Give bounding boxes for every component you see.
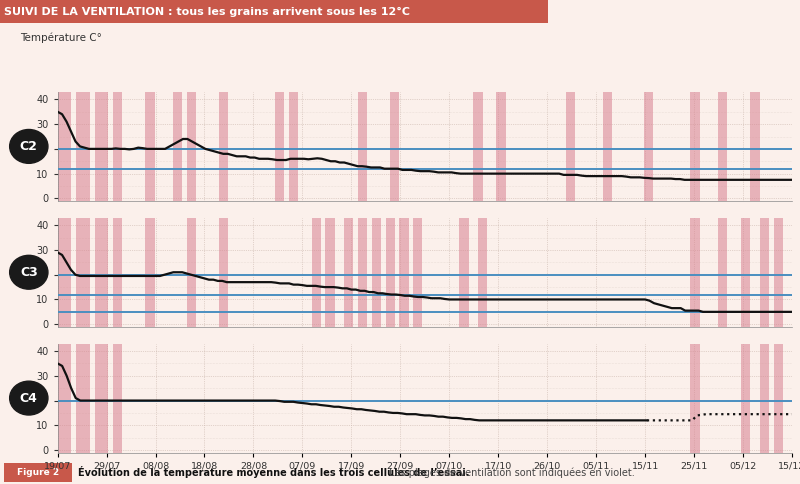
- Bar: [76, 92, 90, 201]
- Bar: [113, 218, 122, 327]
- Text: C4: C4: [20, 392, 38, 405]
- Bar: [146, 218, 154, 327]
- Bar: [774, 344, 782, 453]
- Bar: [187, 92, 196, 201]
- Bar: [76, 218, 90, 327]
- Text: Figure 2: Figure 2: [17, 468, 59, 477]
- Bar: [459, 218, 469, 327]
- Text: Les plages de ventilation sont indiquées en violet.: Les plages de ventilation sont indiquées…: [386, 467, 635, 478]
- Bar: [219, 218, 229, 327]
- Bar: [774, 218, 782, 327]
- Bar: [344, 218, 354, 327]
- Bar: [690, 218, 700, 327]
- Bar: [760, 344, 769, 453]
- Bar: [690, 344, 700, 453]
- Bar: [566, 92, 575, 201]
- Bar: [58, 344, 71, 453]
- Bar: [94, 92, 109, 201]
- Bar: [414, 218, 422, 327]
- Bar: [690, 92, 700, 201]
- Bar: [358, 92, 367, 201]
- Text: Température C°: Température C°: [20, 32, 102, 43]
- Text: C3: C3: [20, 266, 38, 279]
- Bar: [741, 344, 750, 453]
- Bar: [76, 344, 90, 453]
- Bar: [358, 218, 367, 327]
- Bar: [113, 344, 122, 453]
- Circle shape: [10, 381, 48, 415]
- Bar: [94, 218, 109, 327]
- Bar: [399, 218, 409, 327]
- Bar: [741, 218, 750, 327]
- Bar: [219, 92, 229, 201]
- Bar: [718, 92, 727, 201]
- Bar: [289, 92, 298, 201]
- Bar: [718, 218, 727, 327]
- Bar: [274, 92, 284, 201]
- Text: SUIVI DE LA VENTILATION : tous les grains arrivent sous les 12°C: SUIVI DE LA VENTILATION : tous les grain…: [4, 7, 410, 16]
- Bar: [372, 218, 381, 327]
- Bar: [58, 92, 71, 201]
- Bar: [478, 218, 487, 327]
- Bar: [326, 218, 334, 327]
- Circle shape: [10, 130, 48, 163]
- Bar: [173, 92, 182, 201]
- Bar: [146, 92, 154, 201]
- Bar: [386, 218, 394, 327]
- Bar: [312, 218, 321, 327]
- Bar: [390, 92, 399, 201]
- Bar: [113, 92, 122, 201]
- Bar: [644, 92, 654, 201]
- Circle shape: [10, 256, 48, 289]
- Bar: [94, 344, 109, 453]
- Bar: [474, 92, 482, 201]
- Bar: [4, 463, 72, 482]
- Bar: [496, 92, 506, 201]
- Bar: [602, 92, 612, 201]
- Bar: [58, 218, 71, 327]
- Text: C2: C2: [20, 140, 38, 153]
- Text: Évolution de la température moyenne dans les trois cellules de l’essai.: Évolution de la température moyenne dans…: [78, 467, 470, 478]
- Bar: [760, 218, 769, 327]
- Bar: [187, 218, 196, 327]
- Bar: [750, 92, 760, 201]
